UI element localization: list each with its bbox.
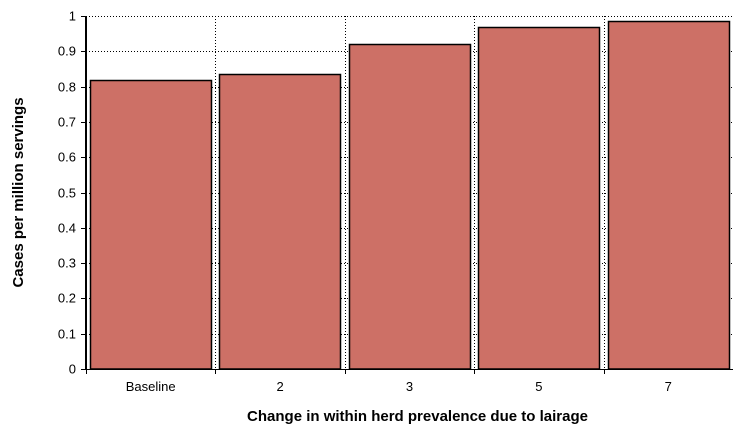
y-tick-label: 0.7: [58, 115, 76, 130]
y-tick-label: 0.6: [58, 150, 76, 165]
x-axis-title: Change in within herd prevalence due to …: [247, 408, 588, 425]
y-tick-label: 1: [69, 9, 76, 24]
y-tick-label: 0.9: [58, 44, 76, 59]
bar-3: [350, 45, 471, 370]
y-tick-label: 0.1: [58, 327, 76, 342]
x-tick-label: 7: [665, 379, 672, 394]
y-axis-ticks: 0 0.1 0.2 0.3 0.4 0.5 0.6 0.7 0.8 0.9 1: [58, 9, 86, 377]
bar-2: [220, 75, 341, 370]
y-tick-label: 0.3: [58, 256, 76, 271]
y-tick-label: 0.8: [58, 80, 76, 95]
bar-5: [479, 28, 600, 370]
bars: [91, 22, 730, 370]
y-tick-label: 0.5: [58, 186, 76, 201]
y-axis-title: Cases per million servings: [10, 97, 27, 287]
x-tick-label: 2: [276, 379, 283, 394]
bar-baseline: [91, 81, 212, 370]
x-tick-label: 3: [406, 379, 413, 394]
x-axis-ticks: Baseline 2 3 5 7: [87, 369, 733, 394]
x-tick-label: Baseline: [126, 379, 176, 394]
y-tick-label: 0.2: [58, 291, 76, 306]
x-tick-label: 5: [535, 379, 542, 394]
y-tick-label: 0: [69, 362, 76, 377]
y-tick-label: 0.4: [58, 221, 76, 236]
bar-7: [609, 22, 730, 370]
